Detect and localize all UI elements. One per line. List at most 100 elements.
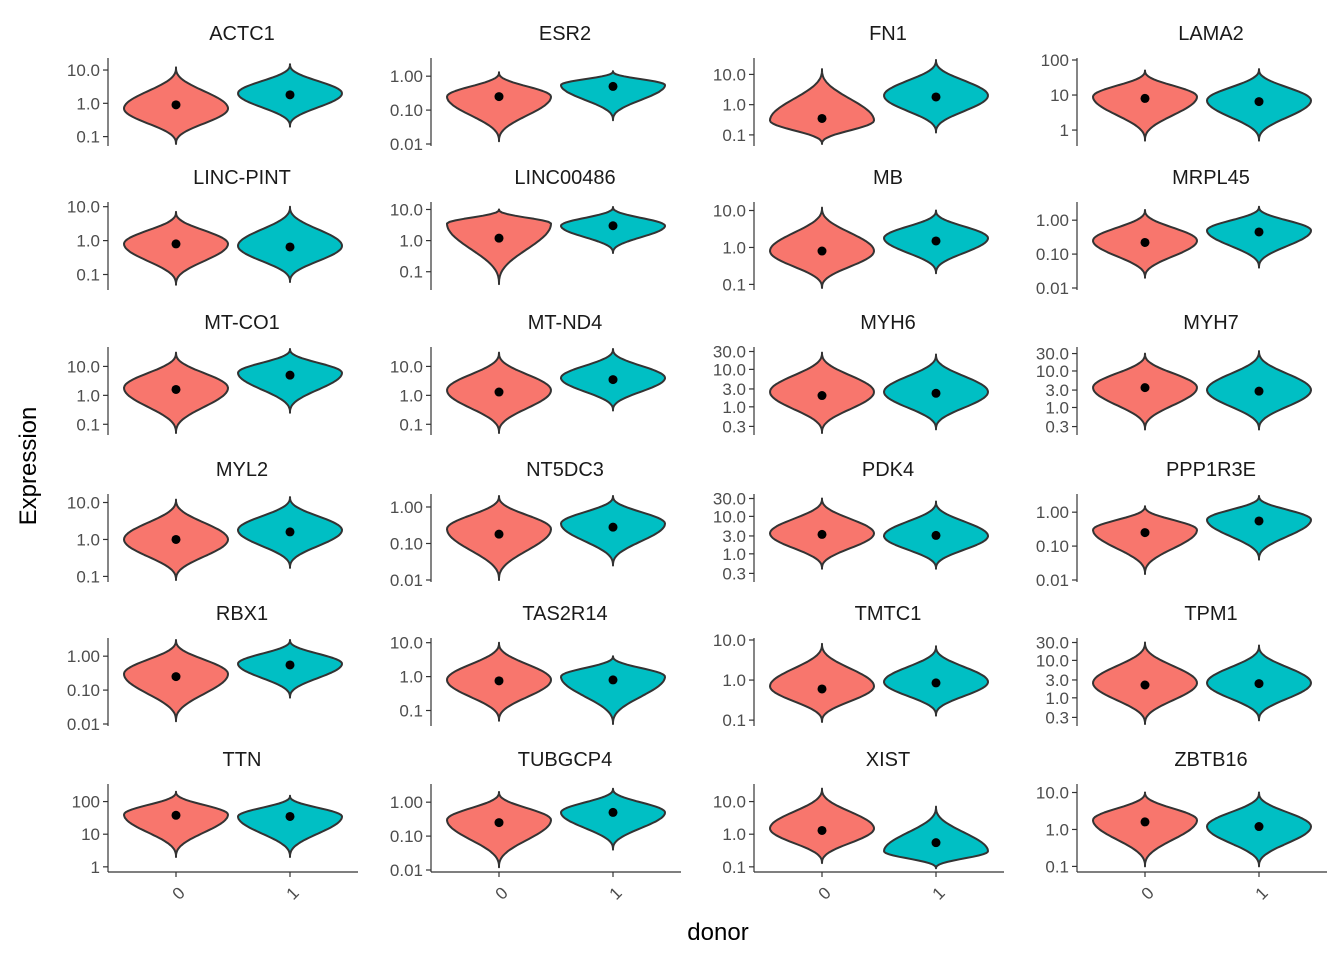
median-point [171, 239, 181, 249]
violin-donor-1 [1206, 205, 1312, 269]
panel-title: MYH7 [1183, 312, 1239, 334]
y-tick-label: 0.1 [722, 275, 746, 294]
panel-title: ESR2 [539, 23, 591, 45]
panel-title: TPM1 [1184, 603, 1237, 625]
panel-mrpl45: MRPL45 0.01 0.10 1.00 [1036, 167, 1312, 298]
y-tick-label: 1.0 [76, 232, 100, 251]
y-tick-label: 10.0 [713, 202, 746, 221]
median-point [1254, 227, 1264, 237]
y-tick-label: 10.0 [713, 360, 746, 379]
y-tick-label: 1.0 [76, 386, 100, 405]
y-tick-label: 1.0 [1045, 398, 1069, 417]
violin-donor-1 [560, 70, 666, 122]
median-point [285, 527, 295, 537]
panel-ttn: TTN 1 10 100 [72, 749, 343, 877]
panel-title: LINC00486 [514, 167, 615, 189]
x-tick-label: 0 [169, 883, 189, 903]
y-tick-label: 10.0 [67, 198, 100, 217]
y-tick-label: 10.0 [390, 357, 423, 376]
y-tick-label: 0.1 [722, 711, 746, 730]
y-tick-label: 0.10 [67, 681, 100, 700]
median-point [608, 81, 618, 91]
violin-donor-1 [560, 655, 666, 725]
x-tick-label: 0 [1138, 883, 1158, 903]
median-point [171, 810, 181, 820]
y-tick-label: 0.01 [390, 135, 423, 154]
panel-fn1: FN1 0.1 1.0 10.0 [713, 23, 989, 146]
median-point [171, 672, 181, 682]
panel-title: MRPL45 [1172, 167, 1250, 189]
panel-mt-co1: MT-CO1 0.1 1.0 10.0 [67, 312, 343, 435]
y-tick-label: 30.0 [1036, 345, 1069, 364]
y-tick-label: 0.1 [1045, 857, 1069, 876]
x-tick-label: 1 [1252, 883, 1272, 903]
panel-actc1: ACTC1 0.1 1.0 10.0 [67, 23, 343, 147]
panel-title: LINC-PINT [193, 167, 291, 189]
panel-myh7: MYH7 0.31.03.010.030.0 [1036, 312, 1312, 437]
y-tick-label: 0.10 [390, 534, 423, 553]
panel-title: RBX1 [216, 603, 268, 625]
y-tick-label: 10.0 [1036, 362, 1069, 381]
panel-title: PDK4 [862, 459, 914, 481]
y-tick-label: 10.0 [713, 793, 746, 812]
median-point [494, 233, 504, 243]
median-point [171, 384, 181, 394]
median-point [285, 811, 295, 821]
panel-myl2: MYL2 0.1 1.0 10.0 [67, 459, 343, 586]
y-tick-label: 0.1 [76, 415, 100, 434]
y-tick-label: 1.00 [390, 67, 423, 86]
y-tick-label: 3.0 [722, 380, 746, 399]
x-tick-label: 1 [606, 883, 626, 903]
facet-panels: ACTC1 0.1 1.0 10.0 ESR2 0.01 0.10 1.00 FN1 0.1 1.0… [67, 23, 1312, 880]
y-tick-label: 0.10 [390, 101, 423, 120]
panel-title: TUBGCP4 [518, 749, 612, 771]
median-point [285, 242, 295, 252]
violin-donor-0 [446, 208, 552, 286]
y-tick-label: 30.0 [1036, 634, 1069, 653]
y-tick-label: 0.01 [67, 715, 100, 734]
panel-nt5dc3: NT5DC3 0.01 0.10 1.00 [390, 459, 666, 590]
y-tick-label: 1.0 [722, 825, 746, 844]
y-tick-label: 1.0 [399, 232, 423, 251]
y-tick-label: 3.0 [1045, 671, 1069, 690]
violin-donor-0 [1092, 505, 1198, 575]
panel-tmtc1: TMTC1 0.1 1.0 10.0 [713, 603, 989, 730]
y-tick-label: 1 [91, 858, 100, 877]
median-point [1254, 386, 1264, 396]
median-point [494, 676, 504, 686]
y-tick-label: 10.0 [1036, 651, 1069, 670]
median-point [1140, 680, 1150, 690]
violin-donor-0 [123, 790, 229, 858]
median-point [1254, 516, 1264, 526]
median-point [931, 388, 941, 398]
y-tick-label: 0.1 [722, 858, 746, 877]
panel-tubgcp4: TUBGCP4 0.01 0.10 1.00 [390, 749, 666, 880]
y-tick-label: 0.3 [722, 417, 746, 436]
median-point [608, 221, 618, 231]
y-tick-label: 0.1 [399, 702, 423, 721]
y-tick-label: 1.0 [1045, 820, 1069, 839]
y-tick-label: 30.0 [713, 490, 746, 509]
y-tick-label: 3.0 [1045, 381, 1069, 400]
y-tick-label: 1.0 [399, 668, 423, 687]
panel-esr2: ESR2 0.01 0.10 1.00 [390, 23, 666, 154]
median-point [608, 675, 618, 685]
y-tick-label: 1.0 [722, 238, 746, 257]
median-point [285, 90, 295, 100]
panel-title: ACTC1 [209, 23, 275, 45]
y-tick-label: 1.0 [722, 96, 746, 115]
median-point [1140, 237, 1150, 247]
y-tick-label: 0.01 [1036, 279, 1069, 298]
y-tick-label: 0.10 [390, 827, 423, 846]
y-tick-label: 1.00 [390, 793, 423, 812]
median-point [931, 530, 941, 540]
panel-rbx1: RBX1 0.01 0.10 1.00 [67, 603, 343, 734]
y-tick-label: 1.0 [76, 530, 100, 549]
median-point [1140, 817, 1150, 827]
y-tick-label: 30.0 [713, 343, 746, 362]
y-tick-label: 10.0 [67, 61, 100, 80]
y-tick-label: 0.1 [76, 128, 100, 147]
x-tick-label: 0 [492, 883, 512, 903]
